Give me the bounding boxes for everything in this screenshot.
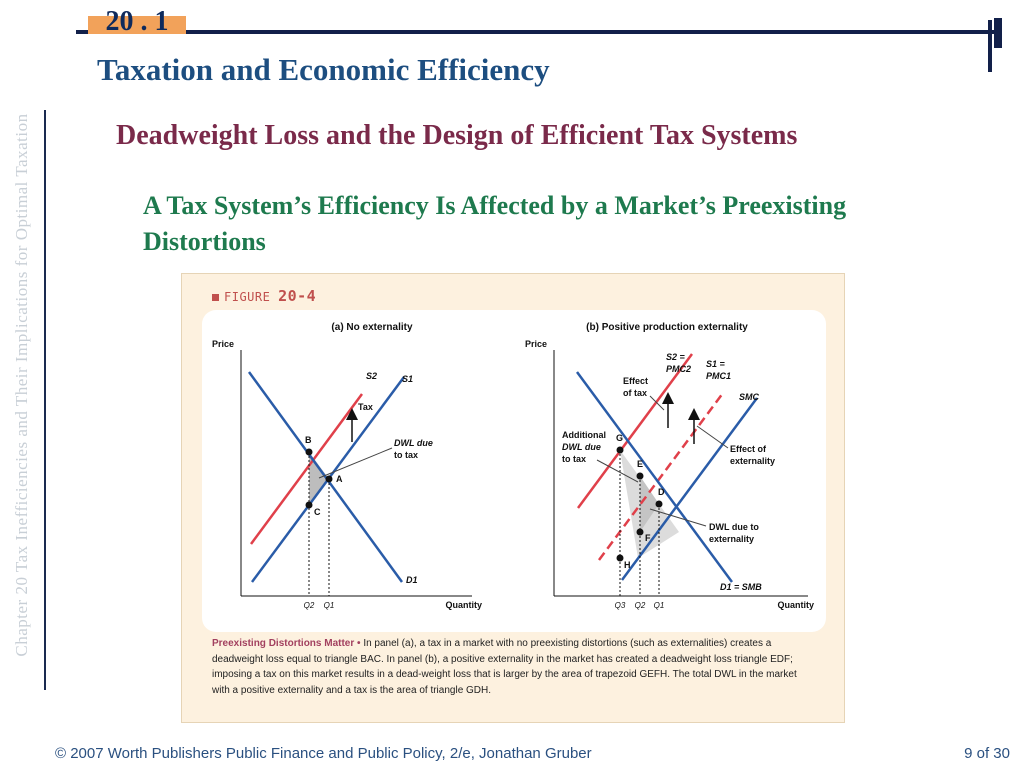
page-number: 9 of 30	[964, 745, 1010, 762]
section-number: 20 . 1	[105, 6, 169, 37]
panel-a-label-a: A	[336, 474, 343, 484]
slide-heading: A Tax System’s Efficiency Is Affected by…	[143, 191, 847, 256]
panel-b-point-d	[655, 500, 663, 508]
side-divider	[44, 110, 46, 690]
panel-a-dwl-leader	[318, 447, 393, 479]
panel-b-xlabel: Quantity	[777, 600, 814, 610]
figure-label: FIGURE	[224, 290, 271, 304]
panel-a-point-c	[305, 501, 313, 509]
slide-title: Taxation and Economic Efficiency	[97, 52, 550, 87]
panel-b-smc-label: SMC	[739, 392, 760, 402]
panel-a-dwl-label-2: to tax	[394, 450, 418, 460]
panel-a: (a) No externality Price Quantity Tax DW…	[212, 322, 482, 610]
panel-a-q1-tick: Q1	[324, 601, 335, 610]
panel-b-q1-tick: Q1	[654, 601, 665, 610]
panel-a-q2-tick: Q2	[304, 601, 315, 610]
panel-b-additional-2: DWL due	[562, 442, 601, 452]
panel-b-additional-1: Additional	[562, 430, 606, 440]
slide-subtitle: Deadweight Loss and the Design of Effici…	[116, 120, 798, 151]
panel-b-s1-label-1: S1 =	[706, 359, 726, 369]
panel-a-dwl-label-1: DWL due	[394, 438, 433, 448]
panel-a-d1-line	[247, 371, 404, 583]
panel-a-tax-label: Tax	[358, 402, 373, 412]
panel-b-additional-3: to tax	[562, 454, 586, 464]
caption-lead: Preexisting Distortions Matter •	[212, 638, 361, 649]
figure-number: 20-4	[278, 287, 317, 305]
panel-b-dwl-ext-2: externality	[709, 534, 754, 544]
panel-a-dwl-triangle	[309, 452, 329, 505]
panel-b-title: (b) Positive production externality	[586, 322, 748, 333]
figure-panels: (a) No externality Price Quantity Tax DW…	[202, 310, 826, 632]
panel-b-s2-label-2: PMC2	[666, 364, 691, 374]
panel-b-q3-tick: Q3	[615, 601, 626, 610]
panel-b-s2-line	[576, 353, 694, 509]
panel-b-label-f: F	[645, 533, 651, 543]
panel-b-effect-ext-2: externality	[730, 456, 775, 466]
panel-b: (b) Positive production externality Pric…	[525, 322, 814, 610]
panel-b-additional-dwl-leader	[596, 459, 639, 483]
panel-a-label-b: B	[305, 435, 312, 445]
panel-b-point-g	[616, 446, 624, 454]
top-rule-block	[994, 18, 1002, 48]
panel-b-effect-tax-1: Effect	[623, 376, 648, 386]
panel-b-d1-line	[575, 371, 734, 583]
panel-a-s2-line	[249, 393, 364, 545]
panel-b-point-h	[616, 554, 624, 562]
panel-b-point-f	[636, 528, 644, 536]
panel-b-q2-tick: Q2	[635, 601, 646, 610]
square-bullet-icon	[212, 294, 219, 301]
panel-b-effect-ext-1: Effect of	[730, 444, 767, 454]
top-rule	[76, 30, 1002, 34]
panel-b-ylabel: Price	[525, 339, 547, 349]
top-rule-corner	[988, 20, 992, 72]
panel-b-effect-ext-leader	[696, 425, 729, 449]
panel-b-smc-line	[620, 397, 759, 581]
panel-b-point-e	[636, 472, 644, 480]
panel-b-dwl-externality-area	[640, 476, 659, 532]
panel-b-d1-label: D1 = SMB	[720, 582, 762, 592]
side-chapter-label: Chapter 20 Tax Inefficiencies and Their …	[12, 113, 31, 657]
figure-caption: Preexisting Distortions Matter • In pane…	[212, 636, 812, 698]
figure-header: FIGURE 20-4	[212, 287, 316, 305]
panel-b-effect-tax-leader	[649, 395, 665, 411]
panel-a-point-b	[305, 448, 313, 456]
panel-a-d1-label: D1	[406, 575, 418, 585]
figure-svg: (a) No externality Price Quantity Tax DW…	[212, 322, 814, 610]
panel-a-s2-label: S2	[366, 371, 377, 381]
panel-a-xlabel: Quantity	[445, 600, 482, 610]
panel-a-title: (a) No externality	[331, 322, 413, 333]
footer-citation: © 2007 Worth Publishers Public Finance a…	[55, 745, 592, 762]
panel-b-label-d: D	[658, 487, 665, 497]
panel-b-s2-label-1: S2 =	[666, 352, 686, 362]
figure-20-4: FIGURE 20-4 (a) No externality Price Qua…	[181, 273, 845, 723]
panel-b-label-h: H	[624, 560, 631, 570]
panel-b-label-g: G	[616, 433, 623, 443]
section-number-tab	[88, 16, 186, 34]
caption-text: In panel (a), a tax in a market with no …	[212, 638, 797, 696]
panel-b-dwl-ext-leader	[649, 508, 707, 527]
panel-b-effect-tax-2: of tax	[623, 388, 647, 398]
panel-b-label-e: E	[637, 459, 643, 469]
panel-b-s1-line	[597, 392, 725, 561]
panel-a-point-a	[325, 475, 333, 483]
panel-a-label-c: C	[314, 507, 321, 517]
panel-b-s1-label-2: PMC1	[706, 371, 731, 381]
panel-b-dwl-ext-1: DWL due to	[709, 522, 759, 532]
panel-a-ylabel: Price	[212, 339, 234, 349]
panel-a-s1-label: S1	[402, 374, 413, 384]
